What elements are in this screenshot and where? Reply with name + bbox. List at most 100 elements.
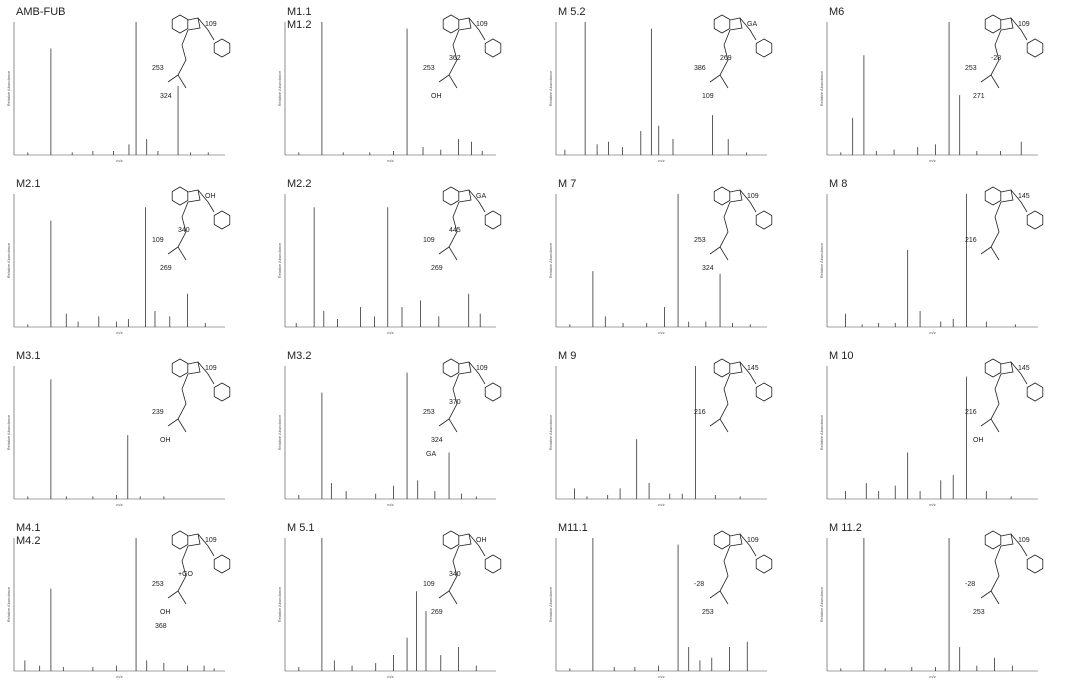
panel-title: M4.2: [16, 535, 40, 547]
structure: [167, 358, 231, 433]
structure: [709, 14, 773, 89]
ring: [729, 533, 743, 547]
structure: [709, 186, 773, 261]
fragment-label: GA: [426, 451, 436, 458]
chain: [980, 17, 1028, 89]
y-axis-label: Relative Abundance: [548, 414, 553, 450]
panel-title: M1.1: [287, 6, 311, 18]
x-axis-label: m/z: [929, 674, 935, 679]
y-axis-label: Relative Abundance: [277, 586, 282, 622]
panel: M 10 Relative Abundance m/z 145 216 OH: [819, 350, 1044, 507]
panel-title: M2.2: [287, 178, 311, 190]
ring: [187, 189, 201, 203]
ring: [729, 189, 743, 203]
ring: [1000, 533, 1014, 547]
ring: [213, 210, 231, 230]
panel-title: M4.1: [16, 522, 40, 534]
ring: [755, 210, 773, 230]
x-axis-label: m/z: [658, 330, 664, 335]
chain: [438, 361, 486, 433]
panel: M2.1 Relative Abundance m/z OH 109 269 340: [6, 178, 231, 335]
x-axis-label: m/z: [658, 158, 664, 163]
chain: [709, 17, 757, 89]
chain: [438, 17, 486, 89]
fragment-label: 271: [973, 93, 985, 100]
ring: [755, 554, 773, 574]
fragment-label: 216: [965, 237, 977, 244]
chain: [438, 533, 486, 605]
panel: M3.1 Relative Abundance m/z 109 239 OH: [6, 350, 231, 507]
ring: [1026, 554, 1044, 574]
x-axis-label: m/z: [658, 674, 664, 679]
structure: [709, 358, 773, 433]
ring: [1000, 17, 1014, 31]
panel-title: M2.1: [16, 178, 40, 190]
fragment-label: 445: [449, 227, 461, 234]
y-axis-label: Relative Abundance: [6, 70, 11, 106]
panel-title: M6: [829, 6, 844, 18]
chain: [167, 189, 215, 261]
structure: [980, 186, 1044, 261]
ring: [187, 17, 201, 31]
x-axis-label: m/z: [387, 158, 393, 163]
ring: [213, 38, 231, 58]
ring: [984, 14, 1002, 34]
fragment-label: 145: [747, 365, 759, 372]
panel-title: M 11.2: [829, 522, 862, 534]
fragment-label: 269: [160, 265, 172, 272]
fragment-label: OH: [431, 93, 442, 100]
ring: [1026, 382, 1044, 402]
y-axis-label: Relative Abundance: [6, 242, 11, 278]
x-axis-label: m/z: [929, 330, 935, 335]
panel: M4.1M4.2 Relative Abundance m/z 109 253 OH +GO…: [6, 522, 231, 679]
ring: [171, 186, 189, 206]
structure: [980, 358, 1044, 433]
fragment-label: GA: [747, 21, 757, 28]
ring: [171, 530, 189, 550]
ring: [729, 17, 743, 31]
fragment-label: 109: [423, 581, 435, 588]
panel: M 11.2 Relative Abundance m/z 109 -28 253: [819, 522, 1044, 679]
ring: [484, 210, 502, 230]
chain: [980, 361, 1028, 433]
ring: [1000, 361, 1014, 375]
fragment-label: +GO: [178, 571, 194, 578]
ring: [729, 361, 743, 375]
ring: [1026, 210, 1044, 230]
fragment-label: 109: [205, 537, 217, 544]
ring: [984, 186, 1002, 206]
fragment-label: 109: [747, 193, 759, 200]
x-axis-label: m/z: [116, 158, 122, 163]
fragment-label: 340: [449, 571, 461, 578]
fragment-label: 109: [476, 365, 488, 372]
panel: M 5.1 Relative Abundance m/z OH 109 269 340: [277, 522, 502, 679]
panel-title: M 5.2: [558, 6, 586, 18]
ring: [713, 14, 731, 34]
fragment-label: 362: [449, 55, 461, 62]
panel-title: M 7: [558, 178, 576, 190]
chain: [167, 533, 215, 605]
ring: [187, 533, 201, 547]
fragment-label: 145: [1018, 193, 1030, 200]
panel-title: M 8: [829, 178, 847, 190]
y-axis-label: Relative Abundance: [548, 242, 553, 278]
ring: [713, 186, 731, 206]
y-axis-label: Relative Abundance: [548, 70, 553, 106]
y-axis-label: Relative Abundance: [277, 414, 282, 450]
structure: [167, 14, 231, 89]
ring: [187, 361, 201, 375]
x-axis-label: m/z: [387, 502, 393, 507]
chain: [167, 361, 215, 433]
fragment-label: -28: [991, 55, 1001, 62]
x-axis-label: m/z: [116, 330, 122, 335]
panel-title: AMB-FUB: [16, 6, 66, 18]
ring: [442, 530, 460, 550]
fragment-label: 269: [431, 265, 443, 272]
chain: [980, 189, 1028, 261]
ring: [458, 189, 472, 203]
ring: [442, 358, 460, 378]
fragment-label: -28: [694, 581, 704, 588]
fragment-label: 253: [694, 237, 706, 244]
